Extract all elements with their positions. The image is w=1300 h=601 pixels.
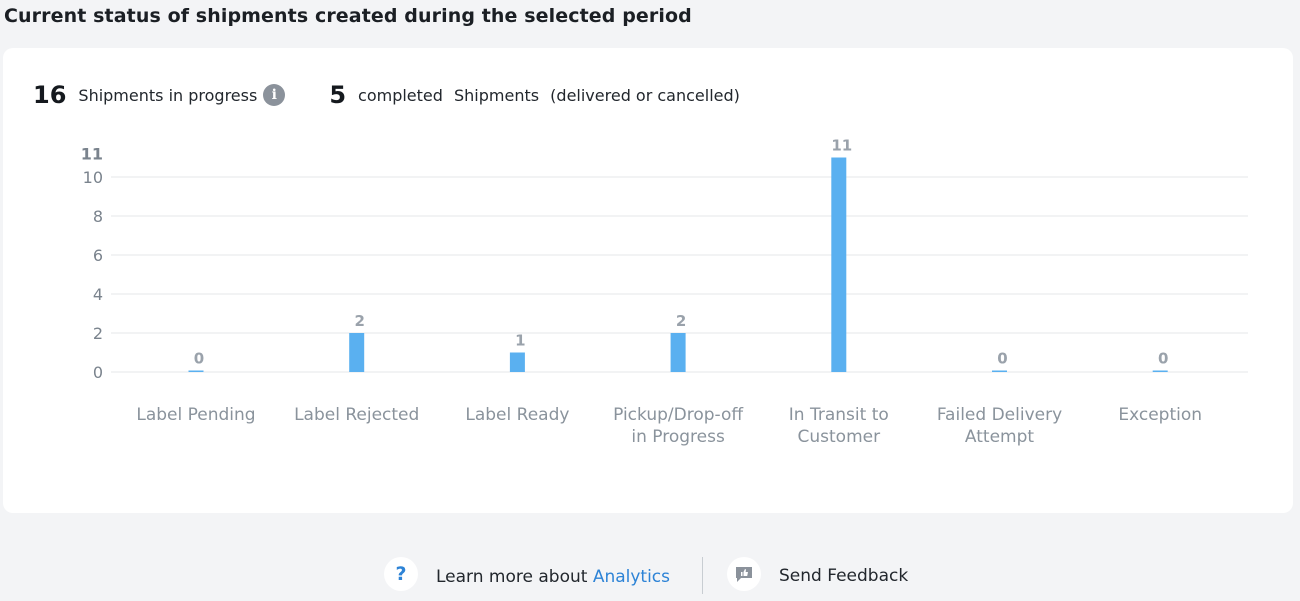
data-label: 0 bbox=[1158, 350, 1168, 368]
data-label: 0 bbox=[997, 350, 1007, 368]
category-label: Label Rejected bbox=[294, 405, 419, 425]
in-progress-label: Shipments in progress bbox=[78, 85, 258, 105]
data-label: 1 bbox=[515, 332, 525, 350]
in-progress-count: 16 bbox=[33, 81, 67, 109]
category-label: Pickup/Drop-off bbox=[613, 405, 744, 425]
learn-more-prefix: Learn more about bbox=[436, 567, 593, 587]
analytics-link[interactable]: Analytics bbox=[592, 567, 671, 587]
completed-word: completed bbox=[358, 85, 443, 105]
y-tick-label: 4 bbox=[93, 285, 103, 304]
category-label: Exception bbox=[1118, 405, 1202, 425]
send-feedback-button[interactable]: Send Feedback bbox=[779, 566, 909, 586]
completed-note: (delivered or cancelled) bbox=[550, 85, 740, 105]
category-label: In Transit to bbox=[789, 405, 889, 425]
category-label: Customer bbox=[798, 427, 881, 447]
learn-more-text: Learn more about Analytics bbox=[436, 567, 670, 587]
data-label: 2 bbox=[676, 312, 686, 330]
info-icon[interactable]: i bbox=[263, 84, 286, 106]
bar[interactable] bbox=[349, 333, 365, 372]
data-label: 0 bbox=[194, 350, 204, 368]
y-tick-label: 6 bbox=[93, 246, 103, 265]
footer: ? Learn more about Analytics Send Feedba… bbox=[0, 556, 1300, 598]
page-title: Current status of shipments created duri… bbox=[4, 5, 692, 27]
category-label: Label Pending bbox=[136, 405, 255, 425]
bar[interactable] bbox=[992, 370, 1007, 373]
category-label: Attempt bbox=[965, 427, 1034, 447]
bar[interactable] bbox=[670, 333, 686, 372]
category-label: in Progress bbox=[631, 427, 725, 447]
status-bar-chart: 0 2 4 6 8 10 11 0 Label Pending 2 Label Rejected 1 L… bbox=[81, 137, 1248, 447]
y-tick-label: 10 bbox=[83, 168, 103, 187]
y-tick-label: 0 bbox=[93, 363, 103, 382]
chart-card: 16 Shipments in progress i 5 completed S… bbox=[3, 48, 1293, 513]
completed-count: 5 bbox=[329, 81, 347, 109]
y-tick-label: 8 bbox=[93, 207, 103, 226]
bar[interactable] bbox=[509, 352, 525, 373]
y-max-label: 11 bbox=[81, 145, 103, 164]
completed-label: completed Shipments (delivered or cancel… bbox=[358, 86, 746, 105]
footer-divider bbox=[702, 557, 703, 594]
question-icon[interactable]: ? bbox=[384, 557, 418, 591]
data-label: 2 bbox=[354, 312, 364, 330]
feedback-icon[interactable] bbox=[727, 557, 761, 591]
completed-shipments: Shipments bbox=[454, 85, 540, 105]
bar[interactable] bbox=[1152, 370, 1168, 373]
category-label: Failed Delivery bbox=[937, 405, 1062, 425]
data-label: 11 bbox=[831, 137, 852, 155]
category-label: Label Ready bbox=[465, 405, 569, 425]
shipment-stats: 16 Shipments in progress i 5 completed S… bbox=[33, 81, 746, 109]
y-tick-label: 2 bbox=[93, 324, 103, 343]
bar[interactable] bbox=[831, 157, 847, 373]
bar[interactable] bbox=[188, 370, 204, 373]
